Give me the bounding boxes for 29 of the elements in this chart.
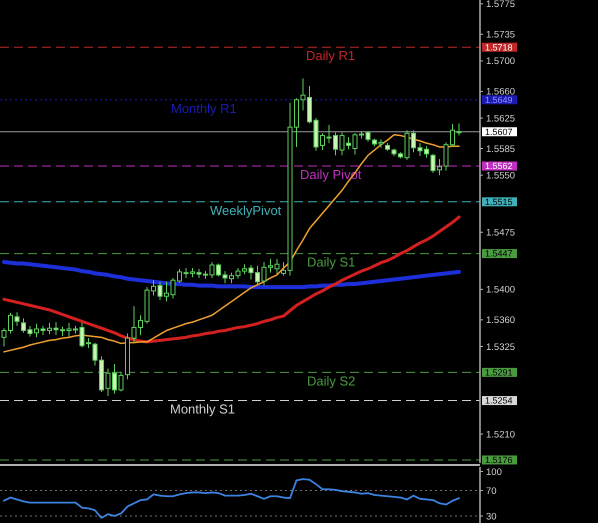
y-tick-label: 1.5550 xyxy=(486,170,516,182)
ref-line-label: Daily R1 xyxy=(306,48,356,64)
y-tick-label: 1.5360 xyxy=(486,315,516,326)
y-tick-label: 1.5700 xyxy=(486,56,516,68)
y-tick-label: 1.5325 xyxy=(486,342,516,353)
ref-line-label: Daily S1 xyxy=(307,254,356,270)
y-tick-label: 1.5475 xyxy=(486,228,516,239)
text: 1.5607 xyxy=(485,126,513,137)
ref-line-label: WeeklyPivot xyxy=(210,202,282,218)
y-tick-label: 70 xyxy=(486,486,497,497)
line-series xyxy=(3,478,460,519)
text: 1.5447 xyxy=(485,248,513,259)
ref-line-label: Monthly S1 xyxy=(170,402,236,417)
text: 1.5562 xyxy=(485,161,513,172)
y-tick-label: 100 xyxy=(486,466,502,478)
y-tick-label: 30 xyxy=(486,511,497,522)
ref-line-label: Daily S2 xyxy=(307,373,356,388)
y-tick-label: 1.5625 xyxy=(486,113,516,124)
y-tick-label: 1.5775 xyxy=(486,0,516,10)
text: 1.5254 xyxy=(485,396,513,406)
y-tick-label: 1.5735 xyxy=(486,30,516,41)
y-tick-label: 1.5400 xyxy=(486,284,516,296)
ref-line-label: Monthly R1 xyxy=(171,100,237,116)
text: 1.5176 xyxy=(485,455,513,466)
text: 1.5515 xyxy=(485,196,513,207)
y-tick-label: 1.5210 xyxy=(486,429,516,440)
text: 1.5718 xyxy=(485,42,513,52)
text: 1.5291 xyxy=(485,368,513,378)
y-tick-label: 1.5585 xyxy=(486,144,516,155)
